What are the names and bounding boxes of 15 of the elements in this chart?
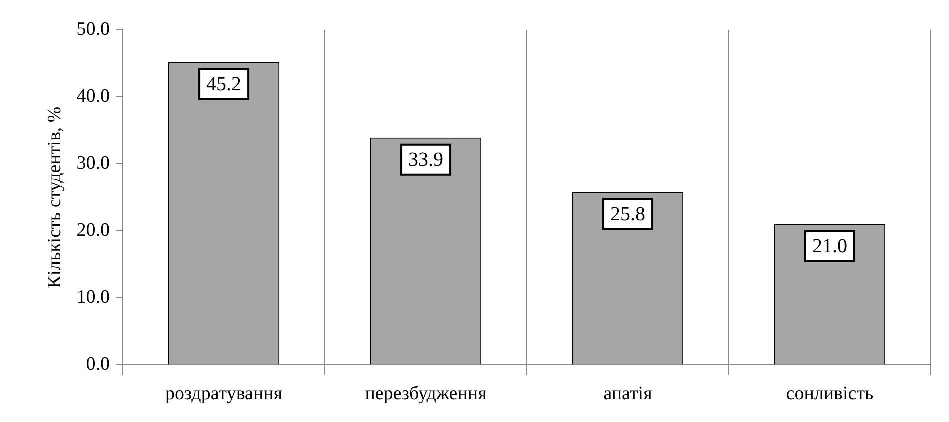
y-tick-label: 40.0 [76, 86, 110, 108]
data-label: 21.0 [812, 236, 848, 258]
y-tick-label: 10.0 [76, 287, 110, 308]
y-tick-label: 0.0 [86, 354, 110, 376]
x-tick-label: апатія [604, 384, 653, 405]
y-tick-label: 20.0 [76, 220, 110, 242]
data-label: 45.2 [206, 73, 242, 96]
data-label: 33.9 [408, 149, 444, 172]
data-label: 25.8 [610, 203, 646, 226]
y-tick-label: 30.0 [76, 153, 110, 174]
x-tick-label: сонливість [786, 384, 874, 405]
y-tick-label: 50.0 [76, 18, 110, 40]
y-axis-title: Кількість студентів, % [44, 106, 66, 288]
x-tick-label: перезбудження [365, 384, 488, 405]
x-tick-label: роздратування [166, 384, 283, 405]
